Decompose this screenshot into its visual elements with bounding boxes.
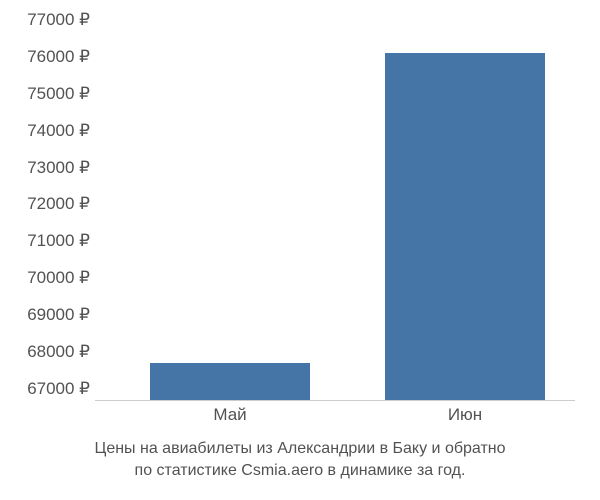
chart-caption: Цены на авиабилеты из Александрии в Баку… (0, 438, 600, 481)
y-tick-label: 68000 ₽ (27, 342, 90, 362)
y-tick-label: 67000 ₽ (27, 379, 90, 399)
caption-line-2: по статистике Csmia.aero в динамике за г… (135, 462, 466, 479)
y-tick-label: 73000 ₽ (27, 158, 90, 178)
plot-area (95, 20, 575, 400)
price-chart: 67000 ₽ 68000 ₽ 69000 ₽ 70000 ₽ 71000 ₽ 72000… (0, 0, 600, 500)
x-tick-label: Май (213, 405, 246, 425)
bar (150, 363, 310, 400)
bar (385, 53, 545, 400)
y-tick-label: 72000 ₽ (27, 194, 90, 214)
y-tick-label: 77000 ₽ (27, 10, 90, 30)
y-tick-label: 71000 ₽ (27, 231, 90, 251)
y-tick-label: 76000 ₽ (27, 47, 90, 67)
y-tick-label: 74000 ₽ (27, 121, 90, 141)
x-axis (95, 400, 575, 401)
x-tick-label: Июн (448, 405, 482, 425)
y-tick-label: 69000 ₽ (27, 305, 90, 325)
y-tick-label: 70000 ₽ (27, 268, 90, 288)
y-tick-label: 75000 ₽ (27, 84, 90, 104)
caption-line-1: Цены на авиабилеты из Александрии в Баку… (94, 440, 505, 457)
